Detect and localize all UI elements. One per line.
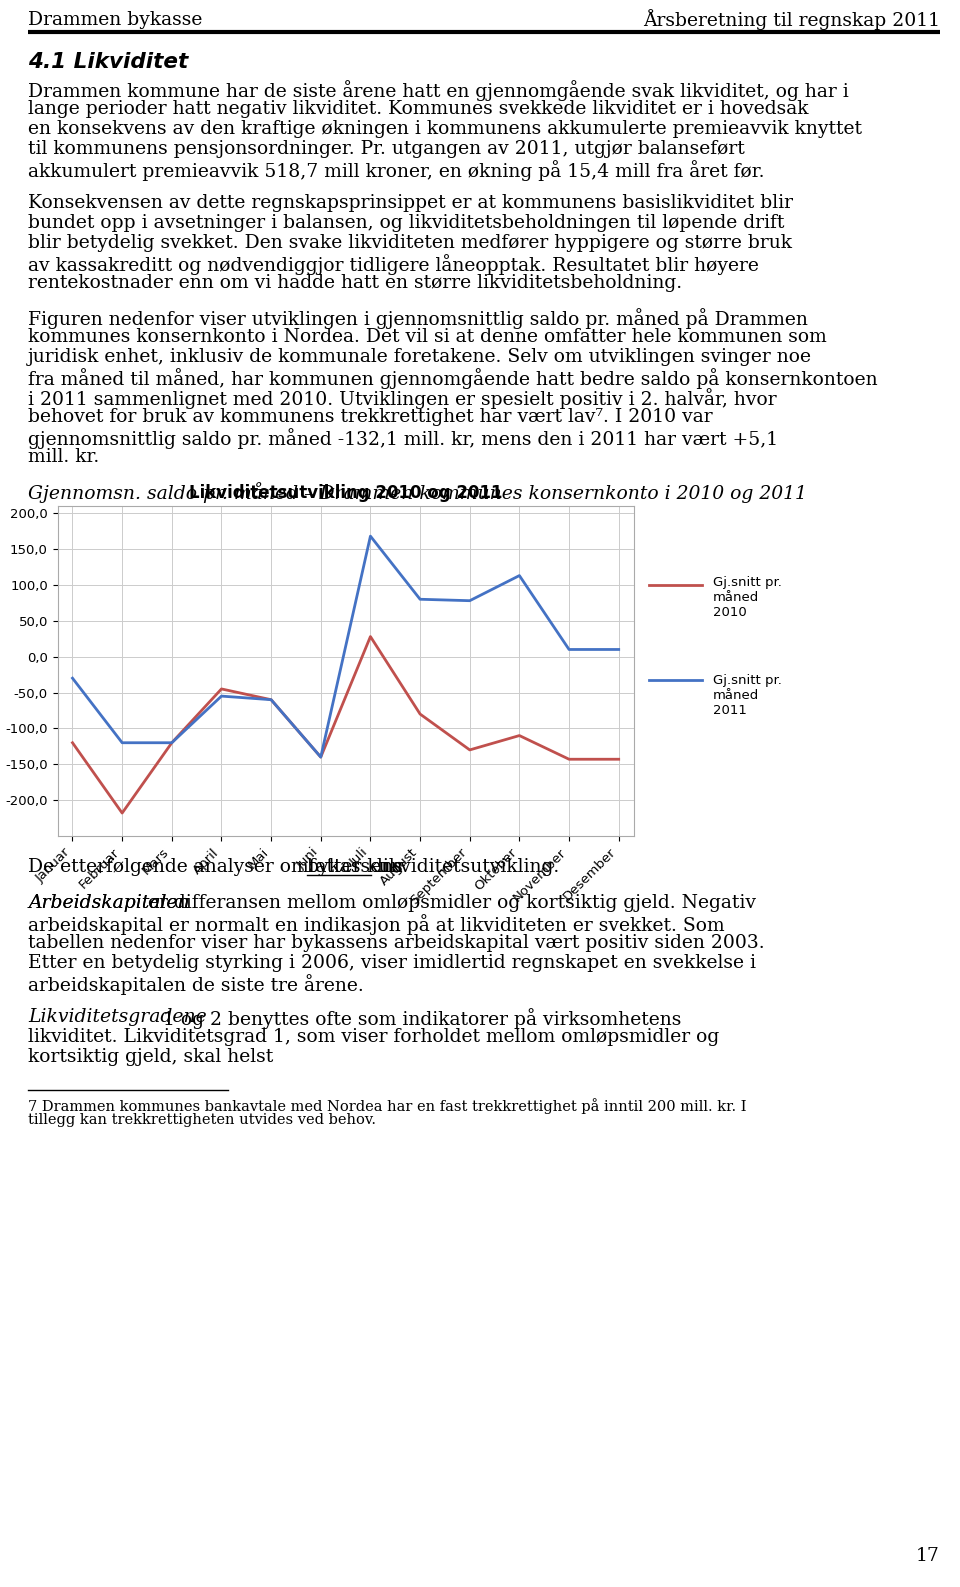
Text: Drammen kommune har de siste årene hatt en gjennomgående svak likviditet, og har: Drammen kommune har de siste årene hatt … [28, 79, 849, 102]
Text: Gjennomsn. saldo pr. måned – Drammen kommunes konsernkonto i 2010 og 2011: Gjennomsn. saldo pr. måned – Drammen kom… [28, 482, 806, 503]
Text: av kassakreditt og nødvendiggjor tidligere låneopptak. Resultatet blir høyere: av kassakreditt og nødvendiggjor tidlige… [28, 254, 758, 275]
Text: til kommunens pensjonsordninger. Pr. utgangen av 2011, utgjør balanseført: til kommunens pensjonsordninger. Pr. utg… [28, 140, 745, 159]
Text: kommunes konsernkonto i Nordea. Det vil si at denne omfatter hele kommunen som: kommunes konsernkonto i Nordea. Det vil … [28, 329, 827, 346]
Text: kortsiktig gjeld, skal helst: kortsiktig gjeld, skal helst [28, 1047, 274, 1066]
Text: arbeidskapital er normalt en indikasjon på at likviditeten er svekket. Som: arbeidskapital er normalt en indikasjon … [28, 914, 725, 935]
Text: Årsberetning til regnskap 2011: Årsberetning til regnskap 2011 [643, 10, 940, 30]
Text: er differansen mellom omløpsmidler og kortsiktig gjeld. Negativ: er differansen mellom omløpsmidler og ko… [142, 893, 756, 913]
Text: bykassens: bykassens [307, 859, 403, 876]
Text: likviditet. Likviditetsgrad 1, som viser forholdet mellom omløpsmidler og: likviditet. Likviditetsgrad 1, som viser… [28, 1028, 719, 1046]
Text: Etter en betydelig styrking i 2006, viser imidlertid regnskapet en svekkelse i: Etter en betydelig styrking i 2006, vise… [28, 954, 756, 971]
Text: behovet for bruk av kommunens trekkrettighet har vært lav⁷. I 2010 var: behovet for bruk av kommunens trekkretti… [28, 408, 712, 425]
Text: De etterfølgende analyser omfatter kun: De etterfølgende analyser omfatter kun [28, 859, 409, 876]
Text: gjennomsnittlig saldo pr. måned -132,1 mill. kr, mens den i 2011 har vært +5,1: gjennomsnittlig saldo pr. måned -132,1 m… [28, 428, 779, 449]
Text: Figuren nedenfor viser utviklingen i gjennomsnittlig saldo pr. måned på Drammen: Figuren nedenfor viser utviklingen i gje… [28, 308, 808, 329]
Text: 4.1 Likviditet: 4.1 Likviditet [28, 52, 188, 71]
Text: tillegg kan trekkrettigheten utvides ved behov.: tillegg kan trekkrettigheten utvides ved… [28, 1112, 376, 1127]
Text: 1 og 2 benyttes ofte som indikatorer på virksomhetens: 1 og 2 benyttes ofte som indikatorer på … [156, 1008, 681, 1028]
Text: tabellen nedenfor viser har bykassens arbeidskapital vært positiv siden 2003.: tabellen nedenfor viser har bykassens ar… [28, 935, 764, 952]
Text: likviditetsutvikling.: likviditetsutvikling. [372, 859, 560, 876]
Text: Arbeidskapitalen: Arbeidskapitalen [28, 893, 190, 913]
Text: arbeidskapitalen de siste tre årene.: arbeidskapitalen de siste tre årene. [28, 974, 364, 995]
Text: Likviditetsgradene: Likviditetsgradene [28, 1008, 206, 1027]
Text: i 2011 sammenlignet med 2010. Utviklingen er spesielt positiv i 2. halvår, hvor: i 2011 sammenlignet med 2010. Utviklinge… [28, 387, 777, 409]
Text: Gj.snitt pr.
måned
2011: Gj.snitt pr. måned 2011 [713, 674, 782, 717]
Title: Likviditetsutvikling 2010 og 2011: Likviditetsutvikling 2010 og 2011 [189, 484, 502, 501]
Text: mill. kr.: mill. kr. [28, 448, 99, 467]
Text: juridisk enhet, inklusiv de kommunale foretakene. Selv om utviklingen svinger no: juridisk enhet, inklusiv de kommunale fo… [28, 348, 812, 367]
Text: bundet opp i avsetninger i balansen, og likviditetsbeholdningen til løpende drif: bundet opp i avsetninger i balansen, og … [28, 214, 784, 232]
Text: 17: 17 [916, 1547, 940, 1565]
Text: rentekostnader enn om vi hadde hatt en større likviditetsbeholdning.: rentekostnader enn om vi hadde hatt en s… [28, 275, 683, 292]
Text: akkumulert premieavvik 518,7 mill kroner, en økning på 15,4 mill fra året før.: akkumulert premieavvik 518,7 mill kroner… [28, 160, 764, 181]
Text: Arbeidskapitalen: Arbeidskapitalen [28, 893, 190, 913]
Text: 7 Drammen kommunes bankavtale med Nordea har en fast trekkrettighet på inntil 20: 7 Drammen kommunes bankavtale med Nordea… [28, 1098, 747, 1114]
Text: en konsekvens av den kraftige økningen i kommunens akkumulerte premieavvik knytt: en konsekvens av den kraftige økningen i… [28, 121, 862, 138]
Text: blir betydelig svekket. Den svake likviditeten medfører hyppigere og større bruk: blir betydelig svekket. Den svake likvid… [28, 233, 792, 252]
Text: lange perioder hatt negativ likviditet. Kommunes svekkede likviditet er i hoveds: lange perioder hatt negativ likviditet. … [28, 100, 808, 117]
Text: Drammen bykasse: Drammen bykasse [28, 11, 203, 29]
Text: fra måned til måned, har kommunen gjennomgående hatt bedre saldo på konsernkonto: fra måned til måned, har kommunen gjenno… [28, 368, 877, 389]
Text: Gj.snitt pr.
måned
2010: Gj.snitt pr. måned 2010 [713, 576, 782, 619]
Text: Konsekvensen av dette regnskapsprinsippet er at kommunens basislikviditet blir: Konsekvensen av dette regnskapsprinsippe… [28, 194, 793, 213]
